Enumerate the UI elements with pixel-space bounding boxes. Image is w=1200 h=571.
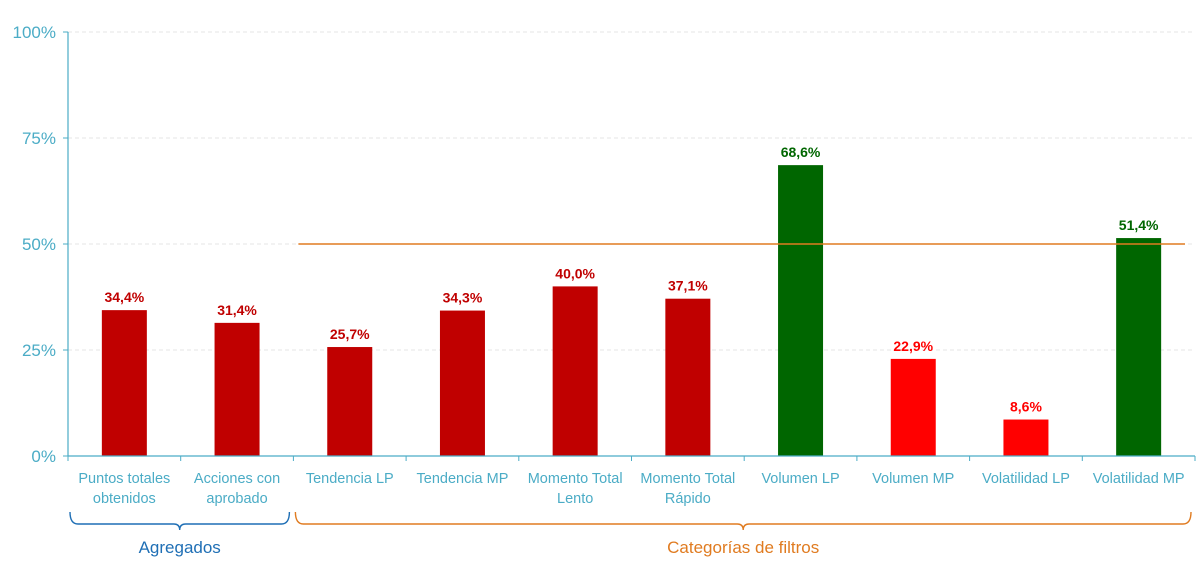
data-label: 68,6% xyxy=(781,144,821,160)
data-label: 34,4% xyxy=(104,289,144,305)
data-labels: 34,4% 31,4% 25,7% 34,3% 40,0% 37,1% 68,6% 22,9%… xyxy=(104,144,1159,414)
x-tick-label: Volatilidad LP xyxy=(982,471,1070,487)
x-tick-label: Tendencia MP xyxy=(417,471,509,487)
x-tick-label: Tendencia LP xyxy=(306,471,394,487)
x-tick-label: Puntos totales obtenidos xyxy=(78,471,170,507)
x-tick-label: Volatilidad MP xyxy=(1093,471,1185,487)
bar xyxy=(665,298,711,456)
bar xyxy=(1003,419,1049,456)
data-label: 37,1% xyxy=(668,278,708,294)
data-label: 40,0% xyxy=(555,265,595,281)
bar xyxy=(214,322,260,456)
group-brace xyxy=(69,511,291,531)
x-tick-label: Volumen LP xyxy=(761,471,839,487)
bar xyxy=(327,347,373,456)
category-groups: Agregados Categorías de filtros xyxy=(69,511,1192,557)
data-label: 51,4% xyxy=(1119,217,1159,233)
y-tick-label: 0% xyxy=(31,447,56,466)
bar xyxy=(778,165,824,457)
data-label: 25,7% xyxy=(330,326,370,342)
y-tick-label: 75% xyxy=(22,129,56,148)
data-label: 34,3% xyxy=(443,290,483,306)
group-label: Agregados xyxy=(139,538,221,557)
x-tick-label: Momento Total Rápido xyxy=(640,471,735,507)
y-tick-label: 50% xyxy=(22,235,56,254)
bars xyxy=(101,165,1162,457)
group-label: Categorías de filtros xyxy=(667,538,819,557)
data-label: 8,6% xyxy=(1010,399,1042,415)
y-axis: 0% 25% 50% 75% 100% xyxy=(13,23,69,466)
bar xyxy=(890,358,936,456)
x-tick-label: Volumen MP xyxy=(872,471,954,487)
x-tick-label: Acciones con aprobado xyxy=(194,471,280,507)
bar xyxy=(439,310,485,456)
bar xyxy=(552,286,598,456)
data-label: 31,4% xyxy=(217,302,257,318)
data-label: 22,9% xyxy=(893,338,933,354)
group-brace xyxy=(294,511,1192,531)
x-axis: Puntos totales obtenidos Acciones con aprob… xyxy=(67,455,1196,507)
y-tick-label: 100% xyxy=(13,23,56,42)
x-tick-label: Momento Total Lento xyxy=(528,471,623,507)
bar xyxy=(1116,238,1162,456)
y-tick-label: 25% xyxy=(22,341,56,360)
bar xyxy=(101,310,147,456)
